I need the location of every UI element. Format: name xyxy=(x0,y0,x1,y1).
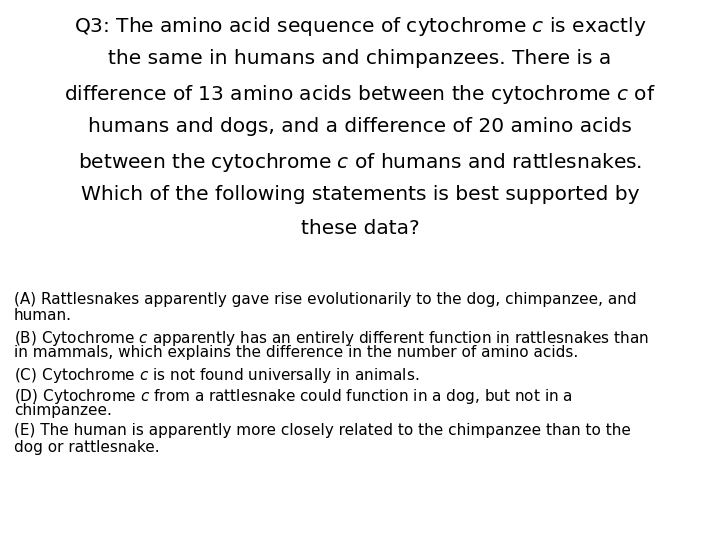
Text: humans and dogs, and a difference of 20 amino acids: humans and dogs, and a difference of 20 … xyxy=(88,117,632,136)
Text: the same in humans and chimpanzees. There is a: the same in humans and chimpanzees. Ther… xyxy=(109,49,611,68)
Text: in mammals, which explains the difference in the number of amino acids.: in mammals, which explains the differenc… xyxy=(14,346,578,361)
Text: Which of the following statements is best supported by: Which of the following statements is bes… xyxy=(81,185,639,204)
Text: (B) Cytochrome $c$ apparently has an entirely different function in rattlesnakes: (B) Cytochrome $c$ apparently has an ent… xyxy=(14,329,649,348)
Text: these data?: these data? xyxy=(301,219,419,238)
Text: dog or rattlesnake.: dog or rattlesnake. xyxy=(14,440,160,455)
Text: (A) Rattlesnakes apparently gave rise evolutionarily to the dog, chimpanzee, and: (A) Rattlesnakes apparently gave rise ev… xyxy=(14,292,636,307)
Text: (C) Cytochrome $c$ is not found universally in animals.: (C) Cytochrome $c$ is not found universa… xyxy=(14,366,419,385)
Text: between the cytochrome $c$ of humans and rattlesnakes.: between the cytochrome $c$ of humans and… xyxy=(78,151,642,174)
Text: human.: human. xyxy=(14,308,72,323)
Text: Q3: The amino acid sequence of cytochrome $c$ is exactly: Q3: The amino acid sequence of cytochrom… xyxy=(74,15,646,38)
Text: chimpanzee.: chimpanzee. xyxy=(14,403,112,418)
Text: (E) The human is apparently more closely related to the chimpanzee than to the: (E) The human is apparently more closely… xyxy=(14,423,631,438)
Text: difference of 13 amino acids between the cytochrome $c$ of: difference of 13 amino acids between the… xyxy=(64,83,656,106)
Text: (D) Cytochrome $c$ from a rattlesnake could function in a dog, but not in a: (D) Cytochrome $c$ from a rattlesnake co… xyxy=(14,387,573,406)
